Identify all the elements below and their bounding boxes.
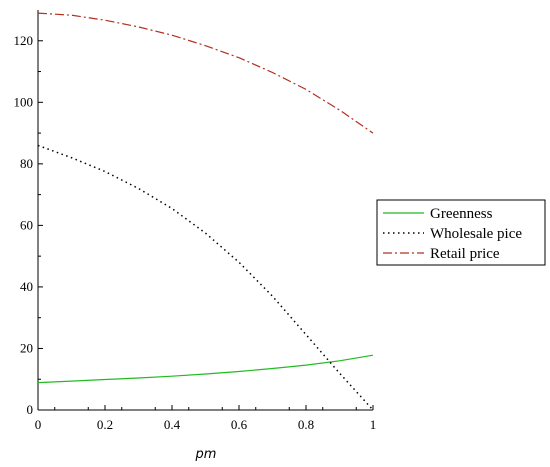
x-tick-label: 0.4 xyxy=(164,417,181,432)
x-tick-label: 1 xyxy=(370,417,377,432)
y-tick-label: 0 xyxy=(27,402,34,417)
series-line-retail-price xyxy=(37,12,374,134)
x-tick-label: 0 xyxy=(35,417,42,432)
legend: Greenness Wholesale pice Retail price xyxy=(376,199,546,266)
y-tick-label: 40 xyxy=(20,279,33,294)
y-ticks: 0 20 40 60 80 100 120 xyxy=(14,33,43,417)
y-tick-label: 120 xyxy=(14,33,34,48)
series-line-wholesale-pice xyxy=(37,144,374,411)
x-tick-label: 0.2 xyxy=(97,417,113,432)
series-layer xyxy=(37,12,374,411)
y-tick-label: 20 xyxy=(20,340,33,355)
axes xyxy=(37,10,373,411)
x-tick-label: 0.6 xyxy=(231,417,248,432)
y-tick-label: 60 xyxy=(20,217,33,232)
x-ticks: 0 0.2 0.4 0.6 0.8 1 xyxy=(35,405,377,432)
x-tick-label: 0.8 xyxy=(298,417,314,432)
legend-label: Wholesale pice xyxy=(430,226,522,242)
x-axis-label: pm xyxy=(195,447,217,462)
y-tick-label: 80 xyxy=(20,156,33,171)
legend-box xyxy=(376,199,546,266)
series-line-greenness xyxy=(37,354,374,384)
y-tick-label: 100 xyxy=(14,94,34,109)
legend-label: Retail price xyxy=(430,246,500,262)
legend-label: Greenness xyxy=(430,206,493,222)
